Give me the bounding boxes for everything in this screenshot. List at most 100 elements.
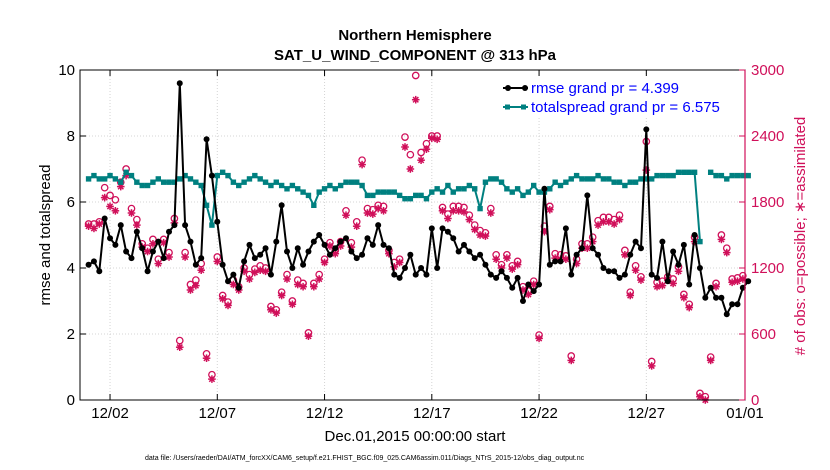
rmse-point xyxy=(396,274,403,281)
spread-point xyxy=(402,196,408,202)
obs-asterisk-stroke xyxy=(374,205,382,212)
spread-point xyxy=(123,169,129,175)
rmse-point xyxy=(85,261,92,268)
obs-asterisk-stroke xyxy=(289,301,296,308)
spread-point xyxy=(434,186,440,192)
spread-point xyxy=(643,176,650,182)
obs-asterisk-stroke xyxy=(315,275,323,283)
obs-assimilated-marker xyxy=(320,258,329,267)
rmse-point xyxy=(696,265,703,271)
rmse-point xyxy=(278,202,285,209)
obs-asterisk-stroke xyxy=(273,309,280,317)
rmse-point xyxy=(300,261,307,268)
obs-asterisk-stroke xyxy=(696,393,704,400)
spread-point xyxy=(638,176,644,182)
y-tick-label-left: 4 xyxy=(67,260,75,277)
spread-point xyxy=(482,179,489,185)
rmse-point xyxy=(670,248,677,255)
y-tick-label-right: 600 xyxy=(751,326,776,343)
obs-assimilated-marker xyxy=(728,278,736,287)
obs-assimilated-marker xyxy=(100,193,109,202)
spread-point xyxy=(273,179,279,185)
spread-point xyxy=(284,186,290,192)
spread-point xyxy=(246,176,253,182)
obs-assimilated-marker xyxy=(562,255,570,263)
obs-asterisk-stroke xyxy=(342,212,350,219)
spread-point xyxy=(563,179,569,185)
rmse-point xyxy=(225,278,232,285)
spread-point xyxy=(691,169,698,175)
rmse-point xyxy=(310,238,317,245)
obs-assimilated-marker xyxy=(369,210,377,218)
rmse-point xyxy=(734,301,741,308)
y-axis-right-label: # of obs: o=possible; ∗=assimilated xyxy=(792,117,809,356)
rmse-point xyxy=(584,192,591,199)
y-tick-label-right: 1800 xyxy=(751,194,784,211)
spread-point xyxy=(305,192,312,199)
obs-asterisk-stroke xyxy=(675,268,682,275)
spread-point xyxy=(455,186,462,192)
obs-assimilated-marker xyxy=(417,156,425,164)
spread-point xyxy=(85,176,92,182)
obs-assimilated-marker xyxy=(133,221,141,229)
obs-assimilated-marker xyxy=(106,202,114,211)
rmse-point xyxy=(460,241,467,248)
obs-assimilated-marker xyxy=(658,281,667,290)
spread-point xyxy=(359,182,365,189)
obs-asterisk-stroke xyxy=(444,215,452,222)
obs-asterisk-stroke xyxy=(198,267,205,274)
obs-asterisk-stroke xyxy=(471,226,478,233)
rmse-point xyxy=(385,245,392,252)
rmse-point xyxy=(514,274,521,281)
spread-point xyxy=(595,172,601,179)
obs-assimilated-marker xyxy=(352,222,361,230)
spread-point xyxy=(686,169,692,175)
spread-point xyxy=(472,186,478,192)
spread-point xyxy=(289,182,296,189)
rmse-line xyxy=(88,82,749,316)
spread-point xyxy=(187,176,194,182)
obs-assimilated-marker xyxy=(358,160,366,169)
rmse-point xyxy=(718,294,725,301)
obs-asterisk-stroke xyxy=(439,207,446,214)
obs-asterisk-stroke xyxy=(466,216,473,223)
rmse-point xyxy=(691,232,698,238)
rmse-point xyxy=(107,235,114,242)
rmse-point xyxy=(509,284,516,291)
rmse-point xyxy=(707,284,714,291)
rmse-point xyxy=(519,298,526,304)
spread-point xyxy=(268,182,274,189)
x-tick-label: 12/07 xyxy=(199,405,237,422)
obs-assimilated-marker xyxy=(272,309,281,317)
obs-asterisk-stroke xyxy=(492,256,500,263)
spread-point xyxy=(182,172,188,179)
rmse-point xyxy=(407,251,414,258)
spread-point xyxy=(219,169,226,175)
rmse-point xyxy=(101,215,108,222)
spread-point xyxy=(107,172,113,179)
obs-asterisk-stroke xyxy=(546,206,553,213)
obs-asterisk-stroke xyxy=(133,221,141,229)
spread-point xyxy=(713,172,719,179)
obs-asterisk-stroke xyxy=(407,165,414,173)
rmse-point xyxy=(637,245,644,252)
spread-point xyxy=(354,179,360,185)
spread-point xyxy=(380,189,387,195)
rmse-point xyxy=(96,268,103,275)
spread-point xyxy=(171,179,178,185)
rmse-point xyxy=(434,265,441,271)
obs-assimilated-marker xyxy=(626,291,635,300)
spread-point xyxy=(198,182,204,189)
spread-point xyxy=(488,176,494,182)
obs-asterisk-stroke xyxy=(149,240,157,247)
obs-asterisk-stroke xyxy=(203,355,210,362)
rmse-point xyxy=(412,271,419,278)
rmse-point xyxy=(214,218,221,225)
rmse-point xyxy=(353,255,360,262)
rmse-point xyxy=(713,294,720,301)
obs-assimilated-marker xyxy=(481,232,490,240)
obs-asterisk-stroke xyxy=(353,223,360,230)
spread-point xyxy=(568,176,574,182)
rmse-point xyxy=(423,271,430,278)
spread-point xyxy=(316,189,322,195)
